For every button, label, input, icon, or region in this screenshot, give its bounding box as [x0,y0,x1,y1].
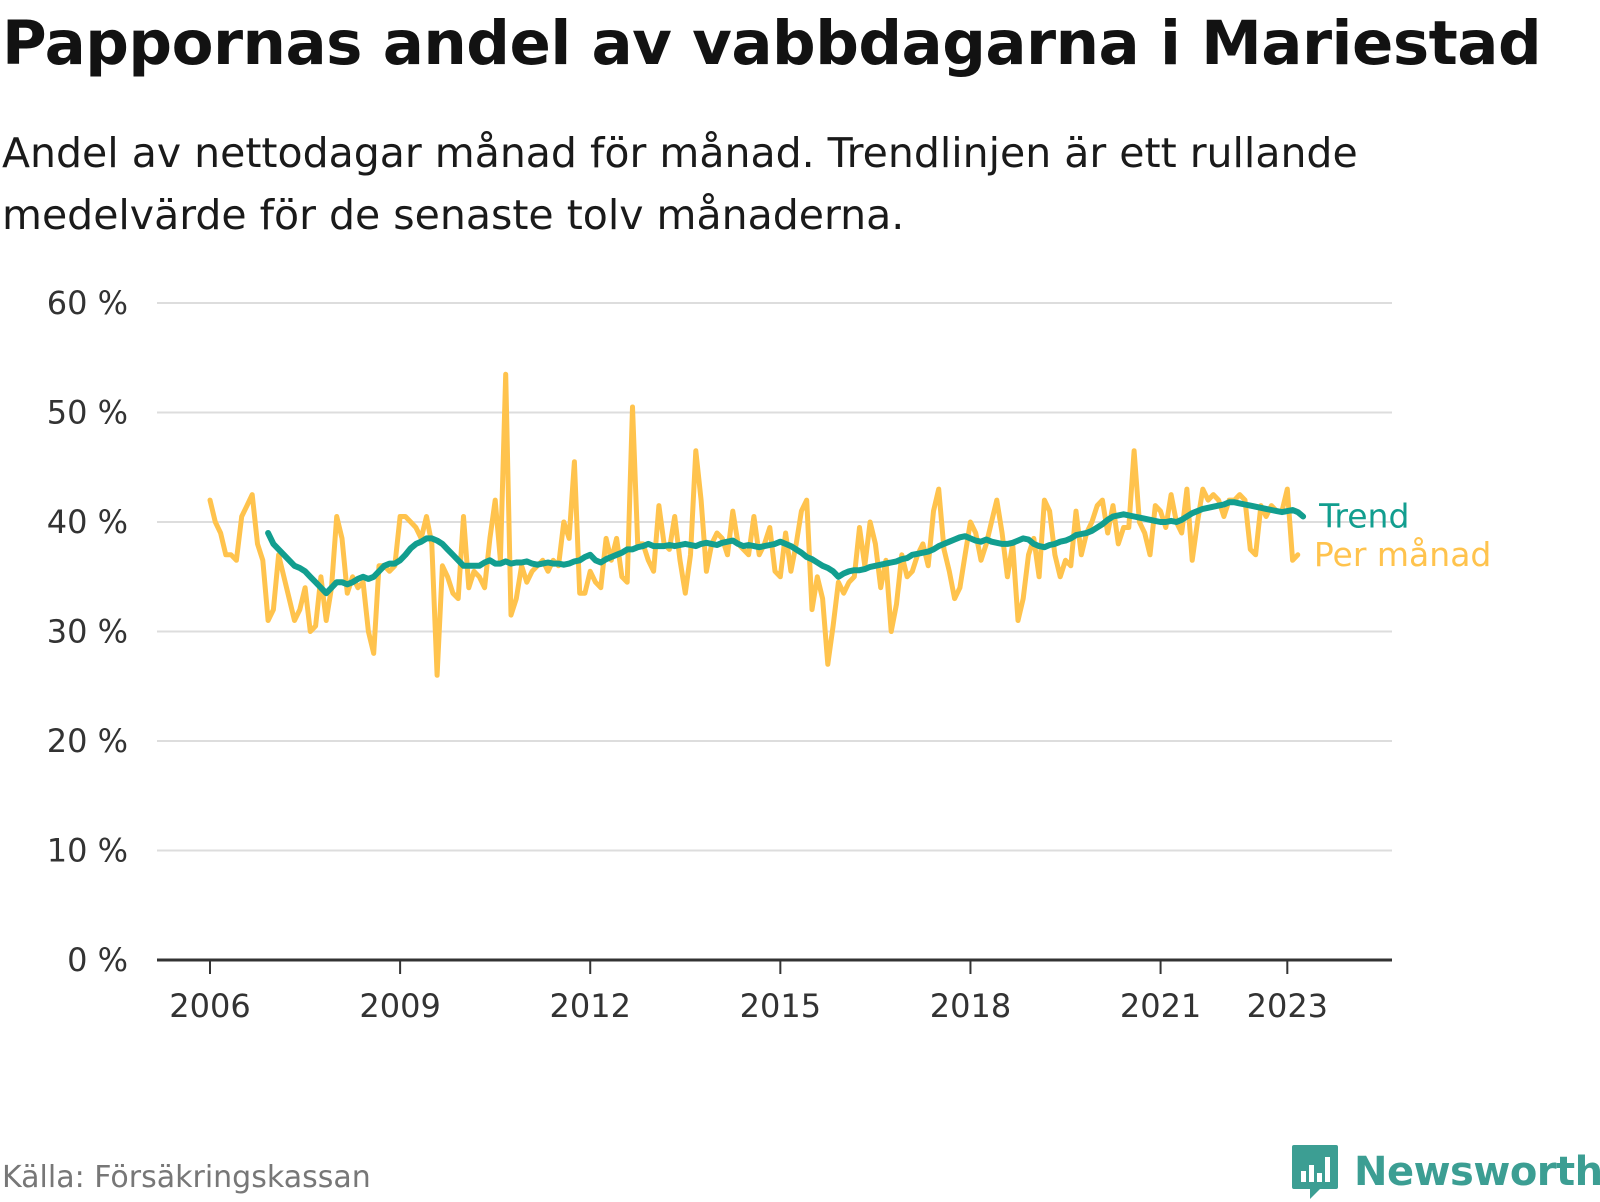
chart-title: Pappornas andel av vabbdagarna i Mariest… [2,8,1542,79]
y-tick-label: 50 % [47,394,128,432]
monthly-line [207,371,1301,678]
y-axis-tick-labels: 0 % 10 % 20 % 30 % 40 % 50 % 60 % [47,284,128,979]
x-axis [157,958,1392,974]
x-tick-label: 2012 [550,987,631,1025]
brand-name: Newsworthy [1354,1149,1600,1195]
x-tick-label: 2021 [1120,987,1201,1025]
y-tick-label: 10 % [47,832,128,870]
trend-line [265,499,1307,597]
line-chart: 0 % 10 % 20 % 30 % 40 % 50 % 60 % 2006 2009 2012… [47,284,1492,1025]
brand-logo: Newsworthy [1290,1142,1600,1202]
x-tick-label: 2023 [1247,987,1328,1025]
x-tick-label: 2018 [930,987,1011,1025]
x-axis-tick-labels: 2006 2009 2012 2015 2018 2021 2023 [169,987,1328,1025]
y-tick-label: 30 % [47,613,128,651]
x-tick-label: 2009 [359,987,440,1025]
y-tick-label: 20 % [47,722,128,760]
source-note: Källa: Försäkringskassan [2,1160,371,1195]
y-tick-label: 40 % [47,503,128,541]
y-tick-label: 60 % [47,284,128,322]
series-lines [207,371,1307,678]
trend-label: Trend [1318,497,1409,536]
y-tick-label: 0 % [67,941,128,979]
grid-lines [157,302,1392,852]
chart-subtitle: Andel av nettodagar månad för månad. Tre… [2,129,1358,239]
newsworthy-logo-icon [1292,1145,1338,1199]
x-tick-label: 2015 [740,987,821,1025]
x-tick-label: 2006 [169,987,250,1025]
monthly-label: Per månad [1314,535,1492,574]
